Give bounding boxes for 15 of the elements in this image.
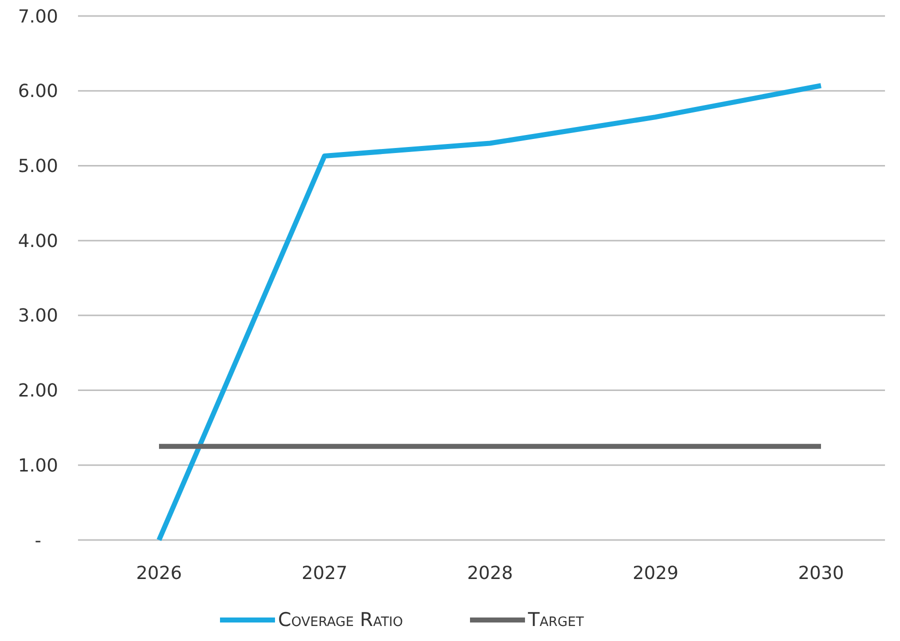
y-tick-label: - [34,530,42,552]
x-tick-label: 2030 [798,563,844,584]
y-tick-label: 6.00 [18,81,58,102]
legend-label: Coverage Ratio [278,609,403,631]
y-tick-label: 3.00 [18,306,58,327]
y-tick-label: 2.00 [18,380,58,402]
y-tick-label: 1.00 [18,455,58,476]
x-tick-label: 2026 [136,563,182,584]
y-tick-label: 7.00 [18,6,58,28]
x-tick-label: 2028 [467,563,513,584]
y-tick-label: 5.00 [18,156,58,178]
x-tick-label: 2029 [632,563,678,584]
x-tick-label: 2027 [302,563,348,584]
y-tick-label: 4.00 [18,230,58,252]
legend-label: Target [527,609,584,631]
